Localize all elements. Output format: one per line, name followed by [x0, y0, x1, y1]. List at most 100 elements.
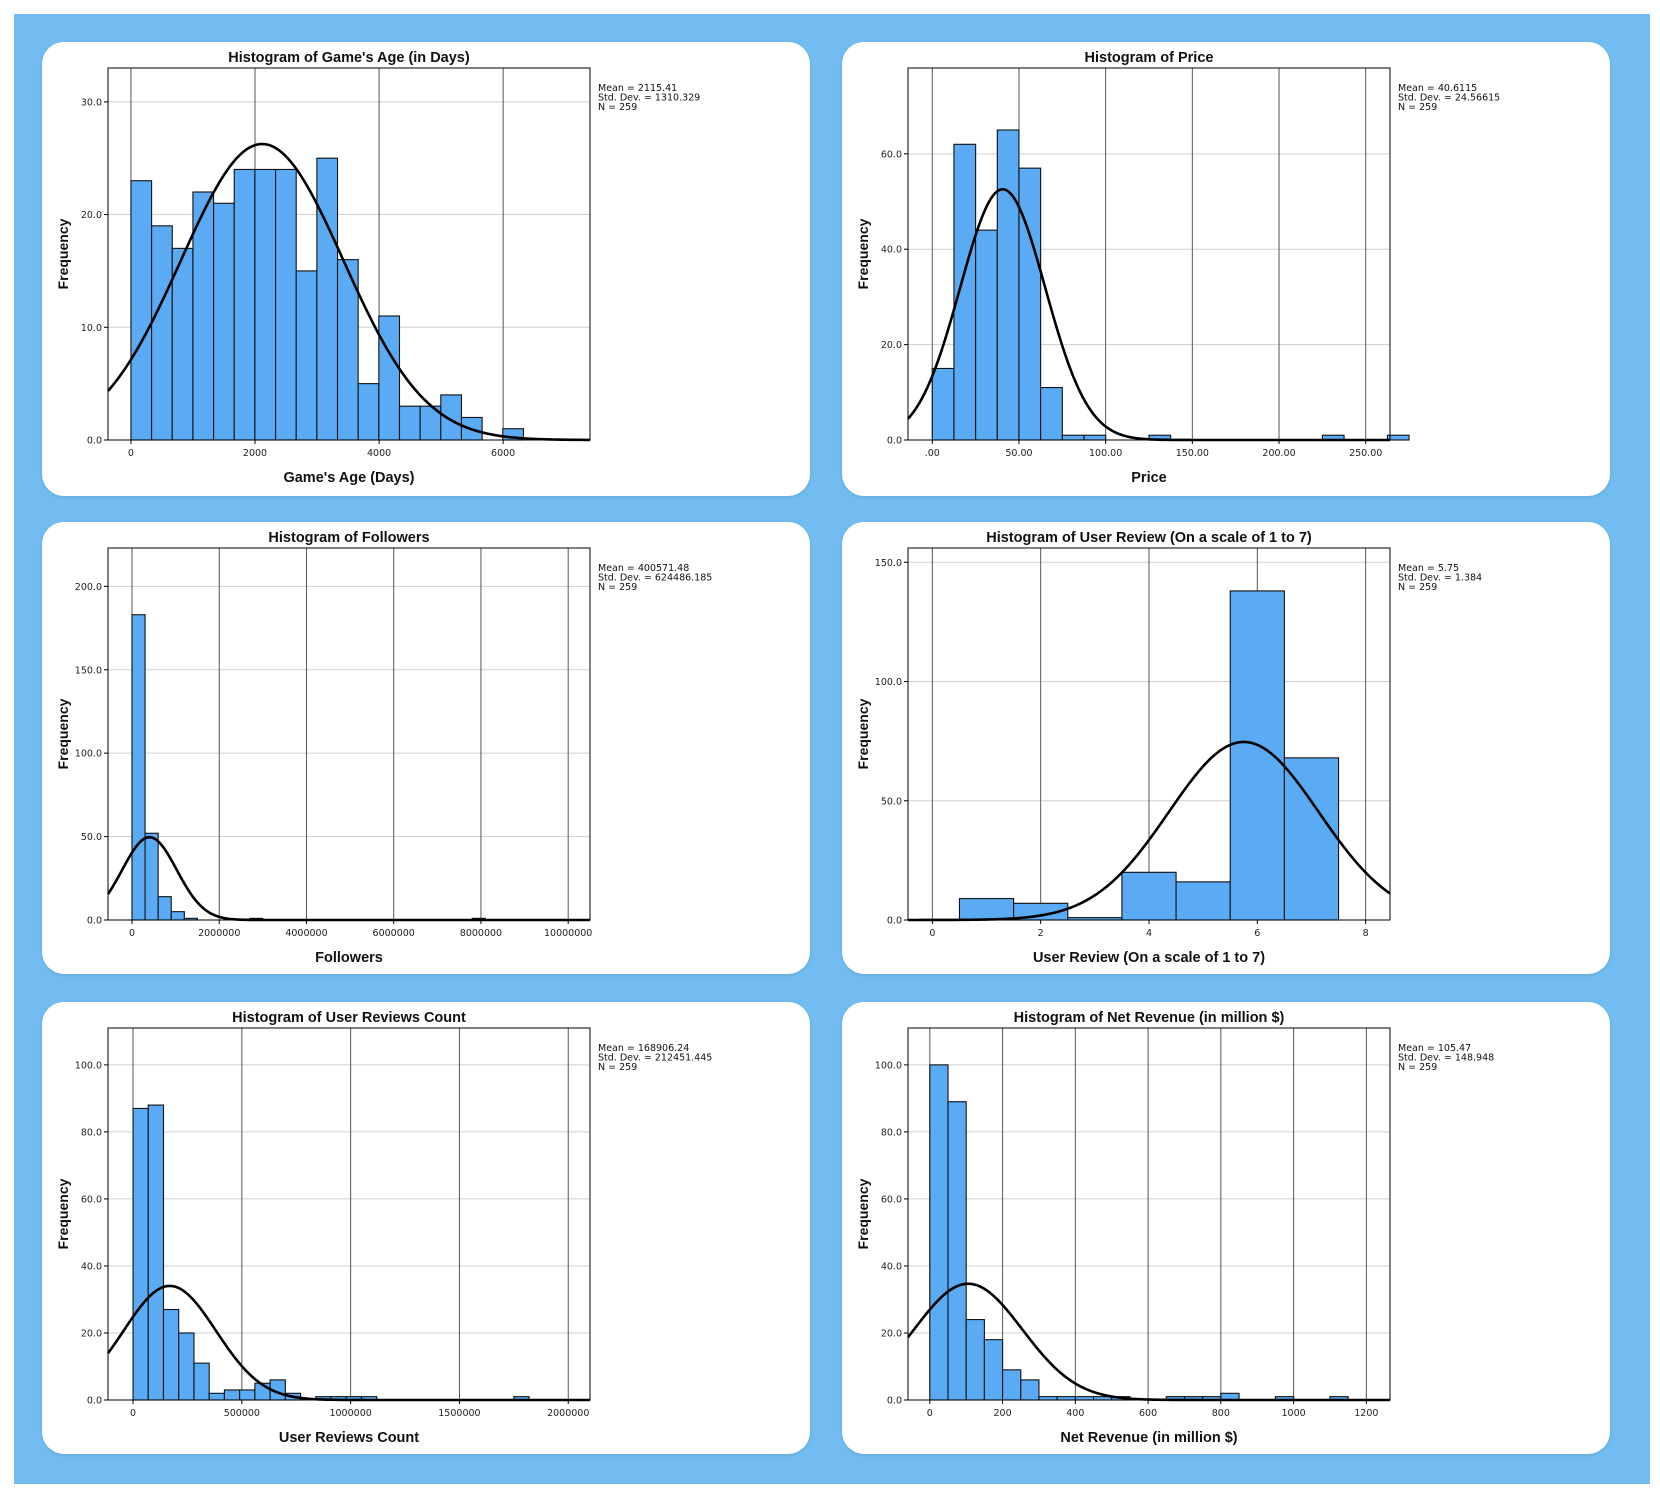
histogram-bar [1040, 386, 1063, 441]
x-axis-label: User Review (On a scale of 1 to 7) [1033, 950, 1265, 966]
histogram-bar [1061, 434, 1085, 441]
x-tick-label: 2000000 [547, 1408, 589, 1419]
x-tick-label: 0 [129, 928, 135, 939]
histogram-bar [1175, 881, 1231, 921]
x-tick-label: 6000 [491, 448, 515, 459]
x-tick-label: 500000 [224, 1408, 260, 1419]
stat-mean: Mean = 105.47 [1398, 1043, 1471, 1054]
histogram-bar [1083, 434, 1107, 441]
histogram-bar [162, 1308, 180, 1401]
histogram-bar [171, 247, 194, 441]
x-tick-label: 400 [1066, 1408, 1084, 1419]
x-tick-label: 600 [1139, 1408, 1157, 1419]
dashboard-background: 0.0 10.0 20.0 30.0 0 2000 4000 6000 Histogram of… [14, 14, 1650, 1484]
x-tick-label: 4000000 [285, 928, 327, 939]
x-tick-label: 6000000 [373, 928, 415, 939]
y-axis-label: Frequency [55, 218, 71, 289]
chart-title: Histogram of Net Revenue (in million $) [1014, 1010, 1285, 1026]
y-tick-label: 20.0 [881, 1328, 902, 1339]
histogram-bar [213, 202, 235, 441]
x-tick-label: 10000000 [544, 928, 592, 939]
stat-n: N = 259 [598, 102, 637, 113]
stat-std-dev: Std. Dev. = 148.948 [1398, 1053, 1494, 1064]
y-tick-label: 20.0 [881, 340, 902, 351]
y-axis-label: Frequency [855, 1178, 871, 1249]
chart-title: Histogram of User Review (On a scale of … [986, 530, 1312, 546]
chart-title: Histogram of User Reviews Count [232, 1010, 466, 1026]
histogram-bar [1002, 1369, 1022, 1401]
y-tick-label: 150.0 [75, 665, 102, 676]
y-tick-label: 30.0 [81, 97, 102, 108]
y-axis-label: Frequency [55, 698, 71, 769]
normal-curve [107, 142, 591, 442]
histogram-bar [953, 143, 977, 441]
y-tick-label: 150.0 [875, 558, 902, 569]
chart-title: Histogram of Game's Age (in Days) [228, 50, 470, 66]
chart-title: Histogram of Price [1085, 50, 1214, 66]
x-tick-label: 1000 [1282, 1408, 1306, 1419]
y-tick-label: 40.0 [81, 1261, 102, 1272]
y-tick-label: 0.0 [887, 916, 902, 927]
x-tick-label: 200 [994, 1408, 1012, 1419]
y-tick-label: 60.0 [881, 1194, 902, 1205]
histogram-bar [208, 1392, 225, 1401]
x-tick-label: 800 [1212, 1408, 1230, 1419]
y-tick-label: 0.0 [87, 436, 102, 447]
x-tick-label: 0 [929, 928, 935, 939]
y-tick-label: 20.0 [81, 210, 102, 221]
x-axis-label: Price [1131, 470, 1166, 486]
histogram-price: 0.0 20.0 40.0 60.0 .00 50.00 100.00 150.00 200.0… [855, 50, 1500, 486]
chart-title: Histogram of Followers [268, 530, 429, 546]
plot-frame [107, 547, 591, 921]
histogram-bar [223, 1389, 241, 1401]
stat-std-dev: Std. Dev. = 212451.445 [598, 1053, 712, 1064]
x-tick-label: 4000 [367, 448, 391, 459]
histogram-bar [996, 129, 1020, 441]
stat-std-dev: Std. Dev. = 24.56615 [1398, 93, 1500, 104]
histogram-bar [170, 911, 185, 921]
histogram-bar [958, 897, 1015, 921]
histogram-bar [193, 1362, 210, 1401]
histogram-bar [931, 367, 955, 441]
x-tick-label: 8 [1363, 928, 1369, 939]
histogram-bar [1121, 871, 1177, 921]
x-tick-label: 1200 [1354, 1408, 1378, 1419]
histogram-bar [1056, 1396, 1076, 1401]
y-tick-label: 0.0 [887, 436, 902, 447]
x-axis-label: Net Revenue (in million $) [1060, 1430, 1237, 1446]
histogram-bar [239, 1389, 256, 1401]
chart-card-games-age: 0.0 10.0 20.0 30.0 0 2000 4000 6000 Histogram of… [42, 42, 810, 496]
y-axis-label: Frequency [855, 218, 871, 289]
histogram-bar [1038, 1396, 1058, 1401]
histogram-bar [357, 383, 380, 441]
histogram-bar [151, 225, 173, 441]
histogram-bar [233, 168, 256, 441]
histogram-bar [975, 229, 998, 441]
x-tick-label: 1500000 [438, 1408, 480, 1419]
y-tick-label: 50.0 [881, 796, 902, 807]
stat-n: N = 259 [598, 1062, 637, 1073]
histogram-bar [130, 180, 153, 441]
stat-n: N = 259 [1398, 102, 1437, 113]
x-tick-label: 4 [1146, 928, 1152, 939]
x-axis-label: Followers [315, 950, 383, 966]
x-tick-label: 2000 [243, 448, 267, 459]
histogram-bar [157, 896, 172, 921]
histogram-bar [378, 315, 401, 441]
x-tick-label: 250.00 [1349, 448, 1382, 459]
histogram-user-review: 0.0 50.0 100.0 150.0 0 2 4 6 8 Histogram of User … [855, 530, 1482, 966]
histogram-bar [147, 1104, 165, 1401]
histogram-bar [929, 1064, 949, 1401]
histogram-bar [295, 270, 318, 441]
y-tick-label: 50.0 [81, 832, 102, 843]
stat-mean: Mean = 5.75 [1398, 563, 1459, 574]
histogram-bar [1074, 1396, 1095, 1401]
x-tick-label: 0 [927, 1408, 933, 1419]
histogram-bar [316, 157, 339, 441]
histogram-bar [144, 832, 159, 921]
y-tick-label: 60.0 [881, 149, 902, 160]
y-tick-label: 100.0 [875, 677, 902, 688]
x-tick-label: 2 [1038, 928, 1044, 939]
histogram-bar [1283, 757, 1340, 921]
plot-frame [907, 67, 1391, 441]
